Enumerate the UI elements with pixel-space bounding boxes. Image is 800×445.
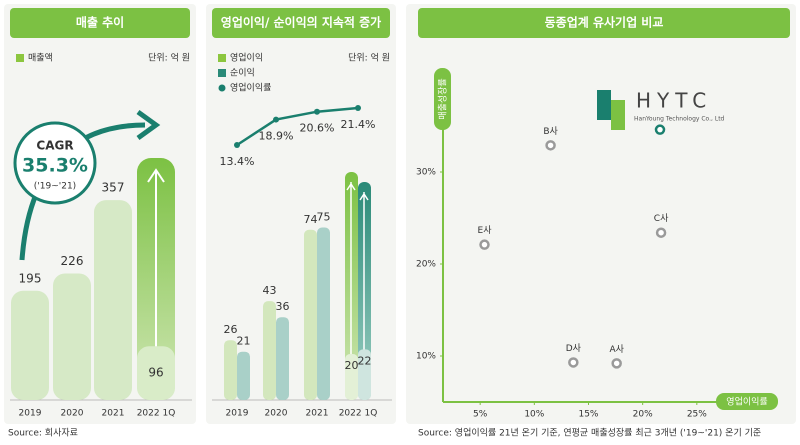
point	[568, 357, 579, 368]
logo-subtitle: HanYoung Technology Co., Ltd	[634, 116, 725, 123]
bar	[304, 229, 317, 400]
unit: 단위: 억 원	[348, 52, 390, 64]
line-point	[314, 108, 320, 115]
logo-name: HYTC	[636, 89, 712, 113]
panel-header	[10, 8, 190, 38]
bar	[237, 351, 250, 400]
value-label: 74	[304, 213, 318, 226]
axis-label-box	[716, 393, 778, 410]
value-label: 21	[237, 335, 251, 348]
x-tick-label: 2022 1Q	[137, 409, 176, 419]
x-tick-label: 2022 1Q	[339, 409, 378, 419]
x-tick-label: 5%	[473, 410, 488, 420]
annotation: 35.3%	[22, 155, 88, 177]
point-label: C사	[654, 213, 669, 224]
logo-mark	[611, 100, 625, 130]
annotation: ('19~'21)	[34, 182, 76, 192]
bar	[11, 290, 49, 400]
x-tick-label: 2019	[226, 409, 249, 419]
legend-label: 매출액	[28, 52, 53, 64]
chart-title: 매출 추이	[76, 15, 124, 30]
point-label: B사	[543, 126, 558, 137]
y-tick-label: 10%	[416, 352, 436, 362]
x-tick-label: 2021	[102, 409, 125, 419]
value-label: 226	[61, 254, 84, 268]
bar	[345, 354, 358, 400]
point	[655, 227, 667, 238]
line-point	[234, 142, 240, 148]
value-label: 20.6%	[300, 122, 335, 135]
logo-mark	[597, 90, 611, 120]
y-axis-label: 매출성장률	[438, 78, 449, 119]
bar	[358, 349, 371, 400]
x-tick-label: 20%	[633, 410, 653, 420]
point	[545, 140, 556, 151]
bar	[263, 301, 276, 400]
line-point	[273, 116, 279, 123]
chart-title: 동종업계 유사기업 비교	[545, 15, 664, 30]
value-label: 13.4%	[220, 155, 255, 168]
x-tick-label: 2020	[61, 409, 84, 419]
x-axis-label: 영업이익률	[726, 396, 767, 408]
panel	[406, 4, 796, 424]
point-label: A사	[609, 344, 624, 355]
bar	[276, 317, 289, 400]
legend-label: 영업이익률	[230, 82, 271, 94]
value-label: 22	[358, 354, 372, 367]
x-tick-label: 2021	[306, 409, 329, 419]
legend-label: 순이익	[230, 67, 255, 79]
axis-label-box	[434, 68, 451, 130]
unit: 단위: 억 원	[148, 52, 190, 64]
x-tick-label: 10%	[524, 410, 544, 420]
value-label: 96	[148, 366, 163, 380]
arrow	[346, 182, 356, 385]
y-tick-label: 30%	[416, 168, 436, 178]
x-tick-label: 2020	[265, 409, 288, 419]
panel-header	[418, 8, 790, 38]
bar	[317, 227, 330, 400]
value-label: 18.9%	[259, 130, 294, 143]
value-label: 43	[263, 284, 277, 297]
point-label: E사	[478, 225, 493, 236]
value-label: 357	[102, 181, 125, 195]
cagr-circle	[13, 121, 97, 205]
legend-marker	[218, 54, 226, 62]
line-point	[355, 105, 361, 111]
value-label: 20	[345, 359, 359, 372]
legend-marker	[16, 54, 24, 62]
bar	[137, 346, 175, 400]
legend-marker	[218, 69, 226, 77]
value-label: 21.4%	[341, 118, 376, 131]
x-tick-label: 2019	[19, 409, 42, 419]
bar	[53, 273, 91, 400]
y-tick-label: 20%	[416, 260, 436, 270]
value-label: 75	[317, 211, 331, 224]
legend-marker	[218, 84, 226, 92]
bar	[94, 200, 132, 400]
cagr-arrow	[136, 109, 161, 141]
point-label: D사	[566, 343, 582, 354]
point	[479, 239, 490, 250]
x-tick-label: 15%	[578, 410, 598, 420]
source: Source: 영업이익률 21년 온기 기준, 연평균 매출성장률 최근 3개…	[418, 427, 761, 439]
value-label: 195	[19, 271, 42, 285]
value-label: 26	[224, 323, 238, 336]
legend-label: 영업이익	[230, 52, 263, 64]
bar	[224, 340, 237, 400]
value-label: 36	[276, 300, 290, 313]
panel-header	[212, 8, 390, 38]
annotation: CAGR	[36, 139, 73, 153]
source: Source: 회사자료	[8, 428, 78, 439]
x-tick-label: 25%	[687, 410, 707, 420]
point	[611, 358, 622, 369]
chart-title: 영업이익/ 순이익의 지속적 증가	[221, 15, 381, 30]
point	[654, 124, 666, 135]
line	[236, 106, 359, 147]
